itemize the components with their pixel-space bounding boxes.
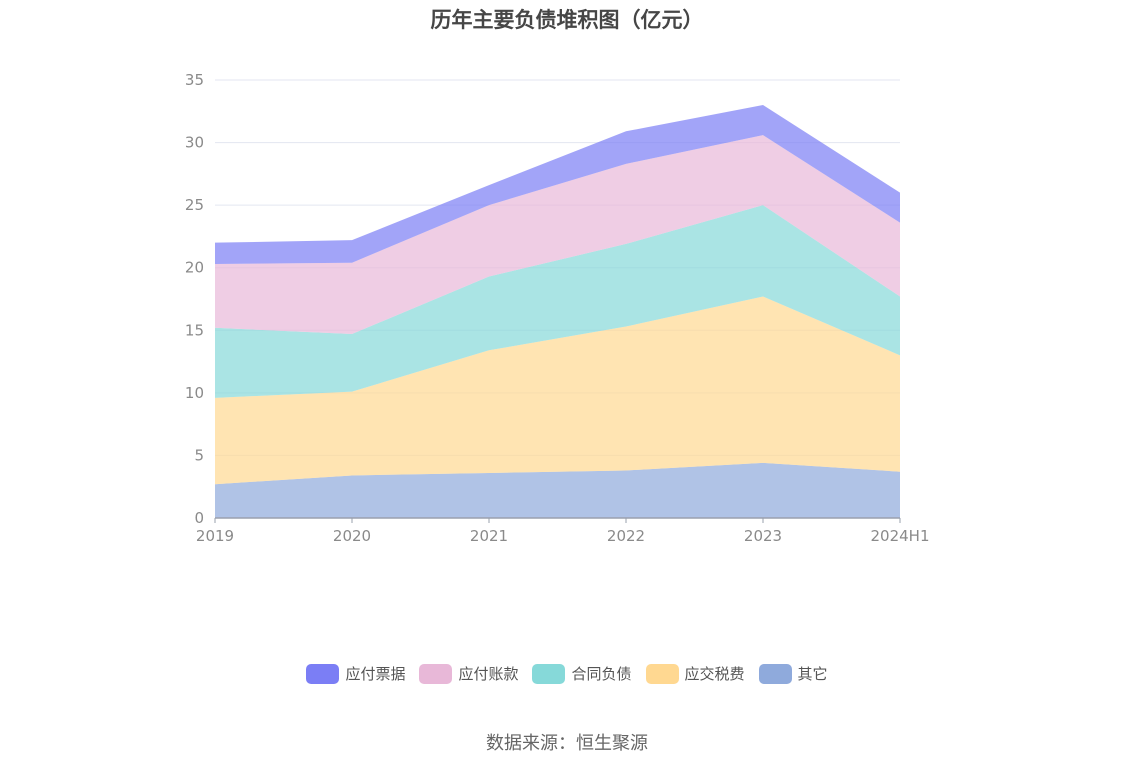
area-series[interactable] — [215, 135, 900, 335]
legend-label: 合同负债 — [571, 665, 632, 683]
legend-item[interactable]: 应付账款 — [419, 663, 518, 684]
x-tick-label: 2019 — [196, 527, 234, 545]
area-series[interactable] — [215, 296, 900, 485]
legend-item[interactable]: 其它 — [758, 663, 828, 684]
legend-label: 应付账款 — [458, 665, 519, 683]
legend-label: 其它 — [797, 665, 828, 683]
x-tick-label: 2022 — [607, 527, 645, 545]
y-tick-label: 5 — [194, 446, 204, 464]
legend-swatch — [306, 663, 340, 684]
y-tick-label: 10 — [185, 384, 204, 402]
legend-swatch — [532, 663, 566, 684]
area-series[interactable] — [215, 205, 900, 398]
x-tick-label: 2023 — [744, 527, 782, 545]
x-tick-label: 2021 — [470, 527, 508, 545]
legend-label: 应付票据 — [345, 665, 406, 683]
axis-layer: 0 5 10 15 20 25 30 35 2019 2020 2021 2022 2023 2024H1 — [185, 71, 930, 545]
y-tick-label: 15 — [185, 321, 204, 339]
y-tick-label: 35 — [185, 71, 204, 89]
legend: 应付票据 应付账款 合同负债 应交税费 其它 — [0, 663, 1134, 684]
source-note: 数据来源：恒生聚源 — [486, 733, 648, 754]
y-tick-label: 20 — [185, 259, 204, 277]
legend-item[interactable]: 应交税费 — [645, 663, 745, 684]
area-series[interactable] — [215, 105, 900, 264]
x-tick-label: 2020 — [333, 527, 371, 545]
y-tick-label: 30 — [185, 134, 204, 152]
chart-title: 历年主要负债堆积图（亿元） — [430, 8, 704, 32]
area-series[interactable] — [215, 462, 900, 518]
legend-item[interactable]: 应付票据 — [306, 663, 405, 684]
y-tick-label: 25 — [185, 196, 204, 214]
y-tick-label: 0 — [194, 509, 204, 527]
area-layer — [215, 105, 900, 518]
legend-label: 应交税费 — [684, 665, 745, 683]
legend-item[interactable]: 合同负债 — [532, 663, 632, 684]
legend-swatch — [758, 663, 792, 684]
legend-swatch — [419, 663, 453, 684]
x-tick-label: 2024H1 — [871, 527, 930, 545]
legend-swatch — [645, 663, 679, 684]
